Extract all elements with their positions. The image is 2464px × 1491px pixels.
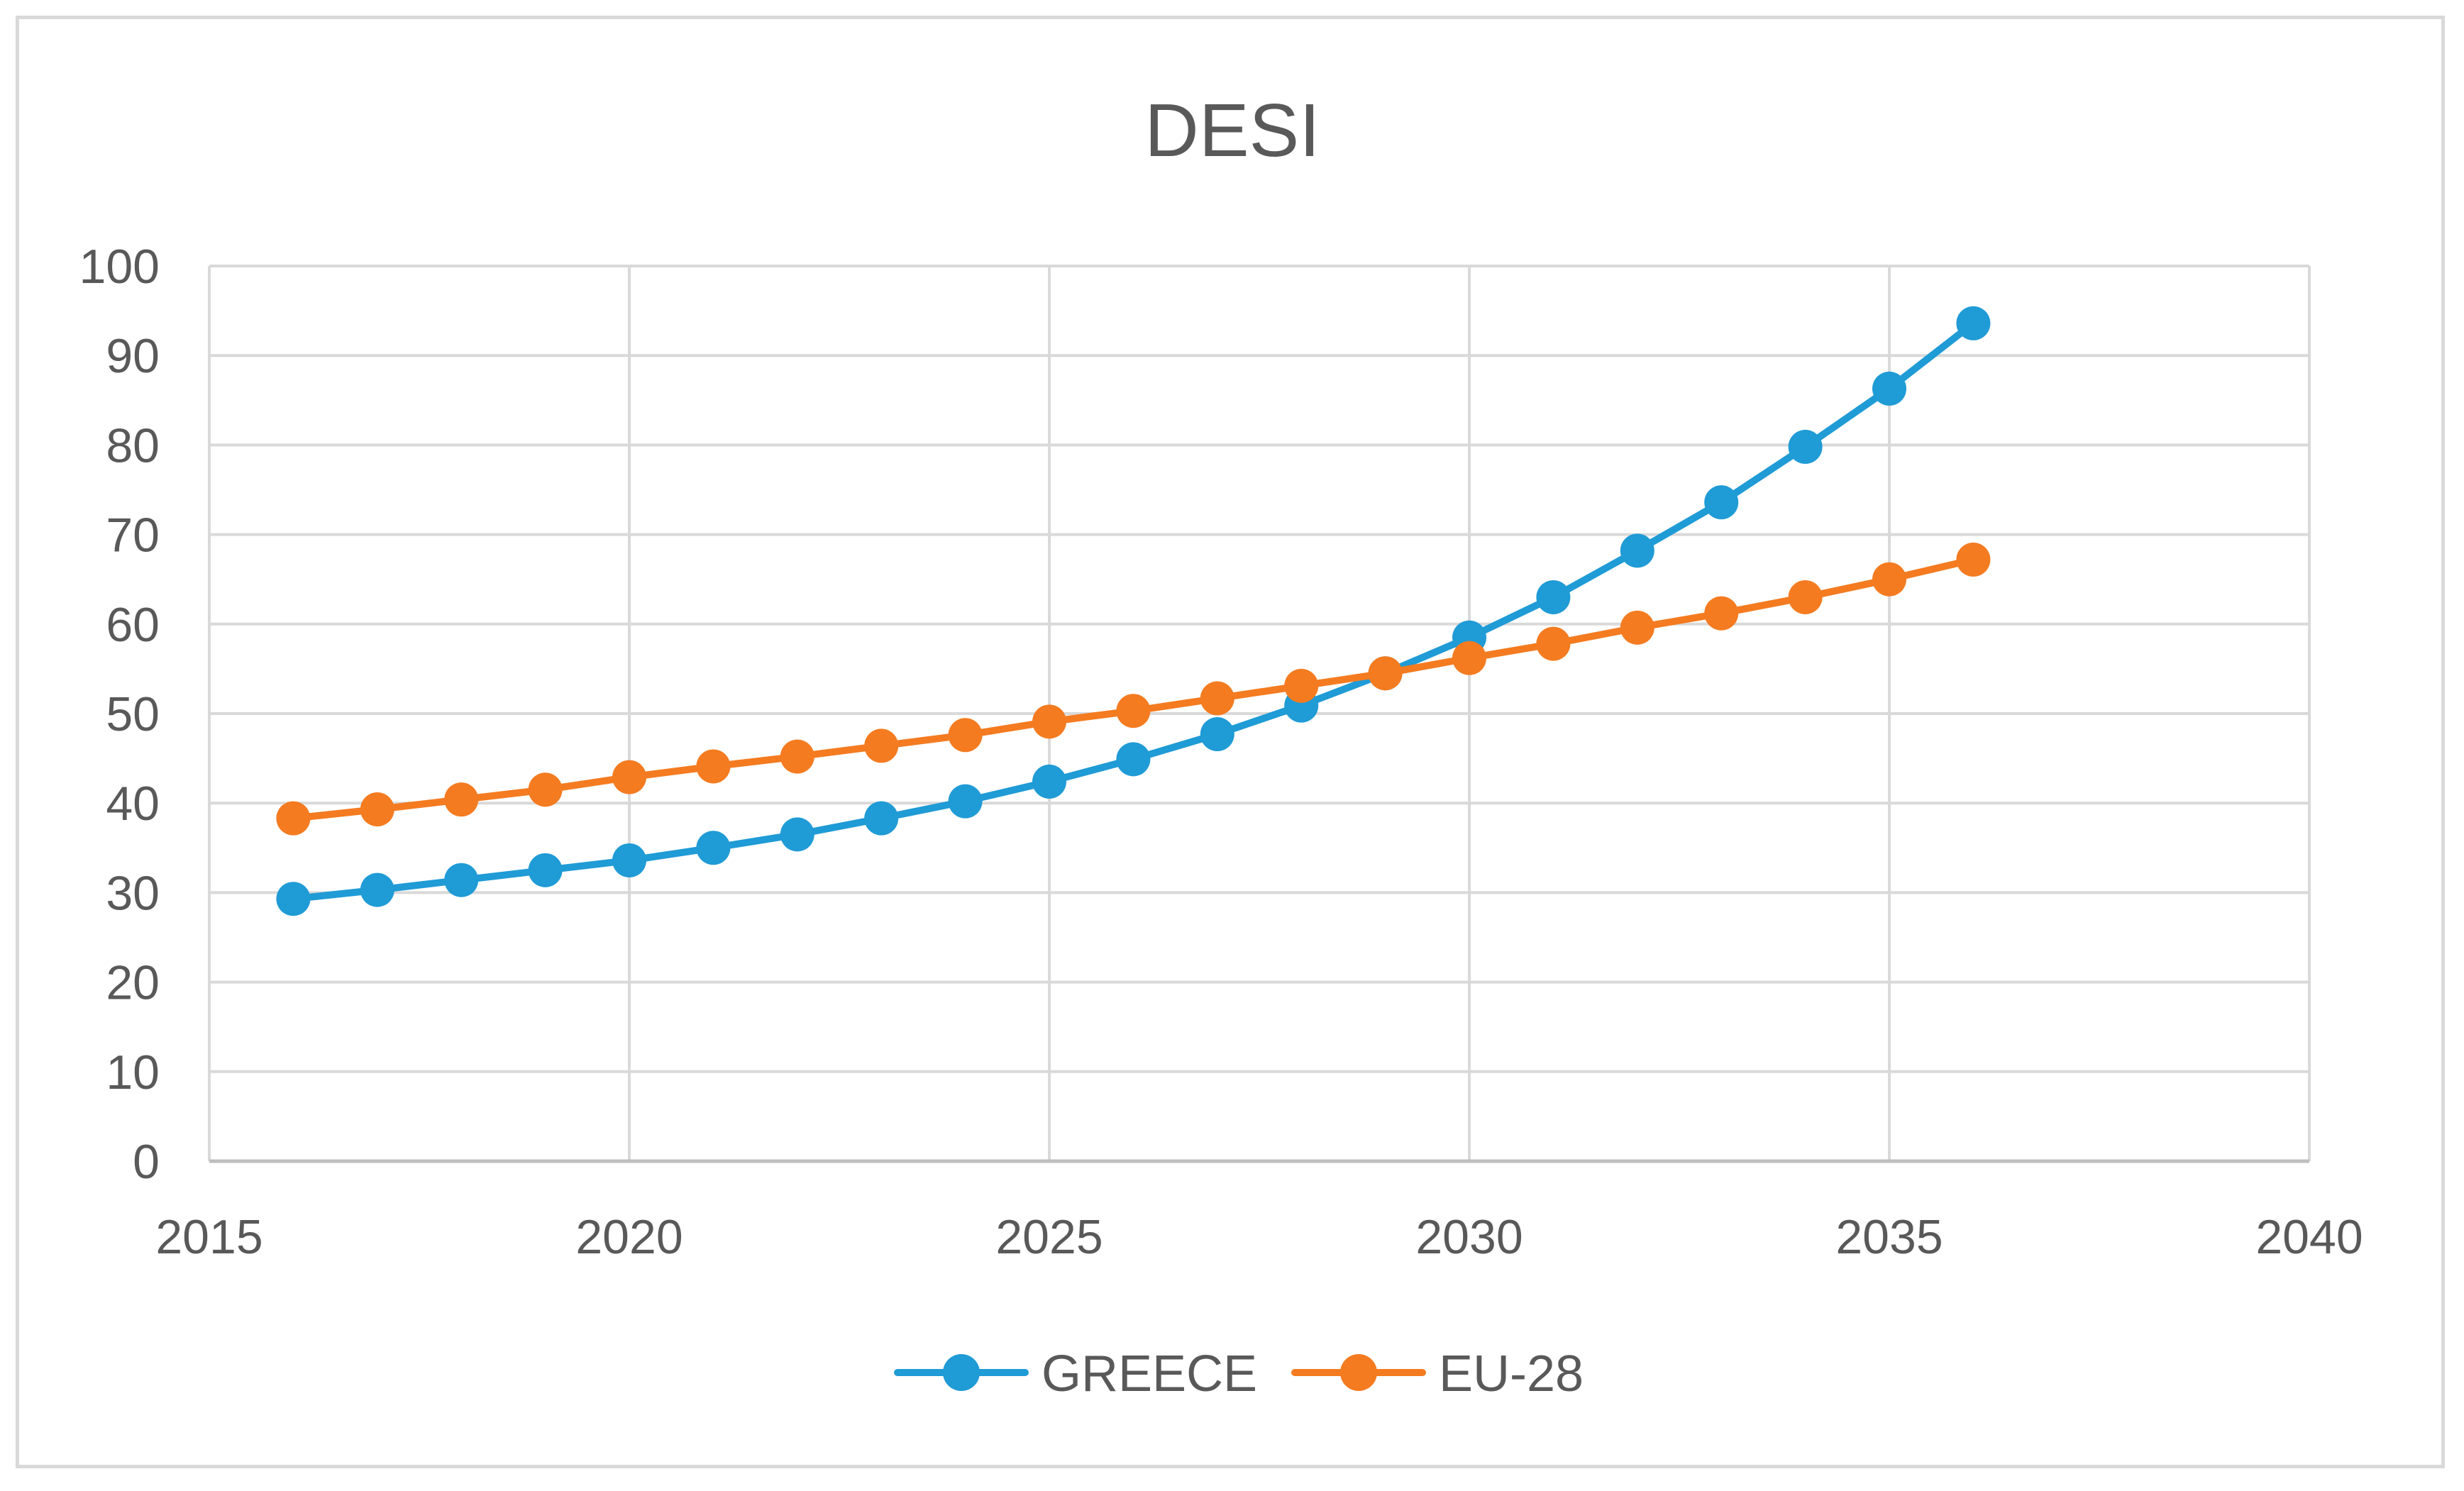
data-point-greece-2021 bbox=[696, 831, 731, 865]
y-tick-label: 70 bbox=[106, 509, 160, 562]
data-point-greece-2023 bbox=[864, 801, 899, 836]
data-point-eu-28-2030 bbox=[1452, 641, 1486, 675]
data-point-eu-28-2029 bbox=[1368, 656, 1403, 691]
x-tick-label: 2040 bbox=[2255, 1210, 2363, 1264]
data-point-greece-2024 bbox=[948, 784, 983, 819]
data-point-greece-2019 bbox=[528, 853, 563, 887]
y-tick-label: 0 bbox=[133, 1135, 160, 1189]
data-point-eu-28-2027 bbox=[1200, 681, 1234, 716]
data-point-eu-28-2017 bbox=[360, 792, 394, 827]
data-point-eu-28-2018 bbox=[444, 782, 479, 817]
data-point-greece-2031 bbox=[1536, 580, 1571, 614]
legend-item-greece: GREECE bbox=[894, 1346, 1257, 1402]
legend: GREECE EU-28 bbox=[894, 1346, 1584, 1402]
data-point-eu-28-2033 bbox=[1704, 596, 1739, 631]
data-point-greece-2022 bbox=[780, 817, 814, 852]
x-tick-label: 2015 bbox=[155, 1210, 263, 1264]
data-point-greece-2018 bbox=[444, 863, 479, 897]
data-point-eu-28-2016 bbox=[276, 801, 311, 836]
data-point-greece-2016 bbox=[276, 882, 311, 916]
x-tick-label: 2035 bbox=[1835, 1210, 1943, 1264]
data-point-greece-2034 bbox=[1788, 429, 1823, 464]
data-point-eu-28-2019 bbox=[528, 772, 563, 807]
y-tick-label: 90 bbox=[106, 329, 160, 383]
legend-swatch-marker bbox=[1340, 1354, 1377, 1391]
legend-label: EU-28 bbox=[1439, 1346, 1584, 1402]
data-point-greece-2027 bbox=[1200, 717, 1234, 752]
data-point-greece-2020 bbox=[612, 843, 646, 877]
y-tick-label: 10 bbox=[106, 1046, 160, 1099]
series-eu-28 bbox=[276, 542, 1991, 836]
data-point-eu-28-2031 bbox=[1536, 626, 1571, 661]
data-point-eu-28-2026 bbox=[1116, 694, 1151, 728]
data-point-eu-28-2023 bbox=[864, 728, 899, 763]
legend-swatch-marker bbox=[943, 1354, 980, 1391]
data-point-greece-2035 bbox=[1872, 371, 1906, 406]
data-point-eu-28-2025 bbox=[1032, 704, 1066, 739]
series-layer bbox=[276, 306, 1991, 916]
y-tick-label: 50 bbox=[106, 687, 160, 741]
y-tick-label: 20 bbox=[106, 956, 160, 1010]
legend-label: GREECE bbox=[1042, 1346, 1257, 1402]
data-point-eu-28-2021 bbox=[696, 749, 731, 784]
data-point-eu-28-2032 bbox=[1620, 610, 1654, 645]
data-point-eu-28-2028 bbox=[1284, 668, 1319, 703]
x-tick-label: 2025 bbox=[995, 1210, 1103, 1264]
data-point-eu-28-2024 bbox=[948, 718, 983, 753]
data-point-eu-28-2022 bbox=[780, 739, 814, 774]
chart-title: DESI bbox=[1144, 89, 1320, 172]
y-tick-label: 30 bbox=[106, 866, 160, 920]
data-point-eu-28-2034 bbox=[1788, 580, 1823, 614]
y-tick-label: 40 bbox=[106, 777, 160, 831]
data-point-eu-28-2035 bbox=[1872, 562, 1906, 597]
grid-layer bbox=[208, 265, 2311, 1161]
data-point-eu-28-2036 bbox=[1956, 542, 1991, 577]
data-point-greece-2026 bbox=[1116, 742, 1151, 777]
legend-item-eu-28: EU-28 bbox=[1291, 1346, 1584, 1402]
x-tick-label: 2020 bbox=[575, 1210, 683, 1264]
x-tick-label: 2030 bbox=[1415, 1210, 1523, 1264]
data-point-greece-2036 bbox=[1956, 306, 1991, 340]
data-point-greece-2032 bbox=[1620, 533, 1654, 568]
data-point-greece-2017 bbox=[360, 872, 394, 907]
data-point-greece-2033 bbox=[1704, 485, 1739, 520]
data-point-eu-28-2020 bbox=[612, 760, 646, 794]
y-tick-label: 60 bbox=[106, 598, 160, 652]
y-tick-label: 100 bbox=[79, 240, 160, 294]
data-point-greece-2025 bbox=[1032, 764, 1066, 799]
y-tick-label: 80 bbox=[106, 419, 160, 472]
